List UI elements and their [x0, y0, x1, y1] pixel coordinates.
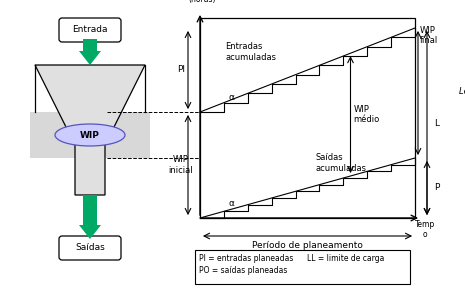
Text: Saídas: Saídas: [75, 244, 105, 253]
Text: PO = saídas planeadas: PO = saídas planeadas: [199, 266, 287, 275]
Ellipse shape: [55, 124, 125, 146]
Text: Temp
o: Temp o: [415, 220, 435, 239]
Bar: [200, 18, 415, 218]
Text: α: α: [228, 199, 234, 208]
Text: WIP
médio: WIP médio: [353, 105, 380, 124]
Polygon shape: [35, 65, 145, 195]
Bar: [30, 112, 150, 158]
Text: Carga
(horas): Carga (horas): [188, 0, 216, 4]
Text: P: P: [434, 184, 439, 192]
FancyBboxPatch shape: [59, 18, 121, 42]
Polygon shape: [79, 39, 101, 65]
Text: L: L: [434, 118, 439, 127]
Bar: [195, 250, 410, 284]
Text: LL = limite de carga: LL = limite de carga: [307, 254, 385, 263]
Text: PI = entradas planeadas: PI = entradas planeadas: [199, 254, 293, 263]
Text: α: α: [228, 92, 234, 101]
Text: Período de planeamento: Período de planeamento: [252, 241, 363, 250]
Text: WIP: WIP: [80, 131, 100, 140]
FancyBboxPatch shape: [59, 236, 121, 260]
Polygon shape: [79, 195, 101, 239]
Text: Saídas
acumuladas: Saídas acumuladas: [315, 153, 366, 173]
Text: WIP
inicial: WIP inicial: [169, 155, 193, 175]
Text: PI: PI: [177, 66, 185, 75]
Text: WIP
final: WIP final: [420, 26, 438, 45]
Text: Entradas
acumuladas: Entradas acumuladas: [225, 42, 276, 62]
Text: Entrada: Entrada: [72, 25, 108, 34]
Text: Lead time: Lead time: [459, 87, 465, 96]
